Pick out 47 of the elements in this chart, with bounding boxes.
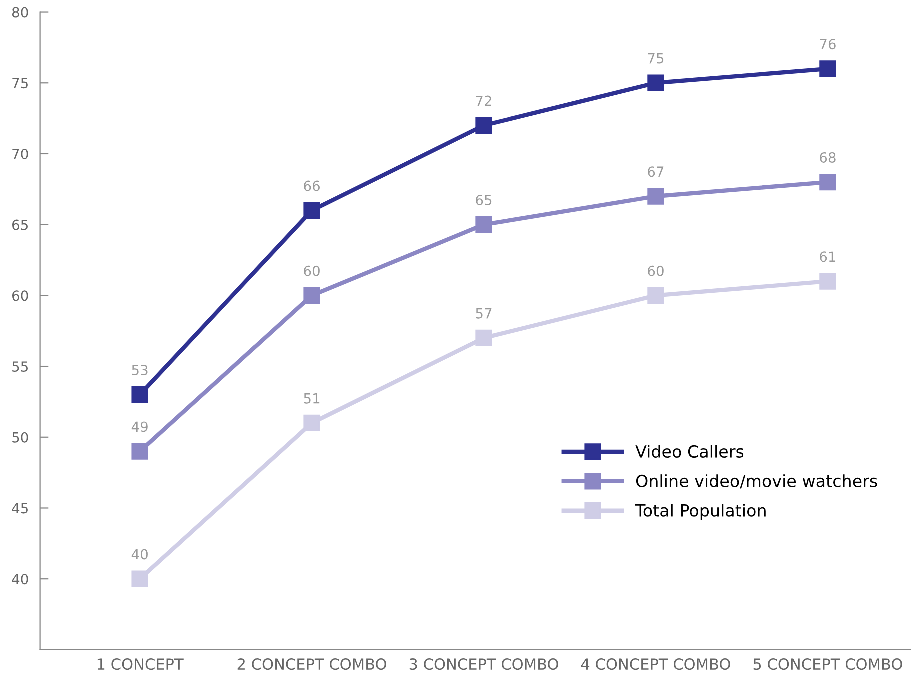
point <box>132 443 148 460</box>
point <box>648 188 664 205</box>
x-tick-label: 3 CONCEPT COMBO <box>410 658 558 670</box>
point <box>820 174 836 191</box>
point <box>820 60 836 78</box>
point <box>476 117 492 134</box>
y-tick-label: 60 <box>12 290 28 302</box>
data-label: 75 <box>648 53 664 64</box>
data-label: 57 <box>476 308 492 319</box>
x-tick-label: 2 CONCEPT COMBO <box>238 658 386 670</box>
data-label: 49 <box>132 422 148 432</box>
legend-label: Total Population <box>635 504 766 520</box>
point <box>304 202 320 219</box>
data-label: 65 <box>476 194 492 206</box>
legend-label: Video Callers <box>636 445 744 458</box>
data-label: 66 <box>304 180 320 192</box>
data-label: 60 <box>304 266 320 276</box>
point <box>132 570 148 588</box>
data-label: 51 <box>304 394 320 404</box>
data-label: 72 <box>476 96 492 106</box>
y-tick-label: 50 <box>12 432 28 443</box>
data-label: 61 <box>820 252 836 262</box>
point <box>304 287 320 304</box>
point <box>132 386 148 404</box>
x-tick-label: 5 CONCEPT COMBO <box>754 658 902 670</box>
y-tick-label: 55 <box>12 362 28 372</box>
data-label: 76 <box>820 39 836 50</box>
data-label: 60 <box>648 266 664 276</box>
point <box>476 216 492 234</box>
data-label: 67 <box>648 166 664 178</box>
y-tick-label: 40 <box>12 574 28 585</box>
point <box>304 414 320 432</box>
point <box>820 273 836 290</box>
y-tick-label: 65 <box>12 220 28 230</box>
x-tick-label: 4 CONCEPT COMBO <box>581 658 730 670</box>
data-label: 68 <box>820 152 836 163</box>
legend-label: Online video/movie watchers <box>636 474 878 489</box>
y-tick-label: 70 <box>12 148 28 160</box>
y-tick-label: 45 <box>12 503 28 514</box>
x-tick-label: 1 CONCEPT <box>98 658 184 670</box>
point <box>648 74 664 92</box>
y-tick-label: 80 <box>12 7 28 18</box>
y-tick-label: 75 <box>12 78 28 89</box>
point <box>648 287 664 304</box>
point <box>476 330 492 347</box>
data-label: 40 <box>132 549 148 560</box>
data-label: 53 <box>132 365 148 376</box>
